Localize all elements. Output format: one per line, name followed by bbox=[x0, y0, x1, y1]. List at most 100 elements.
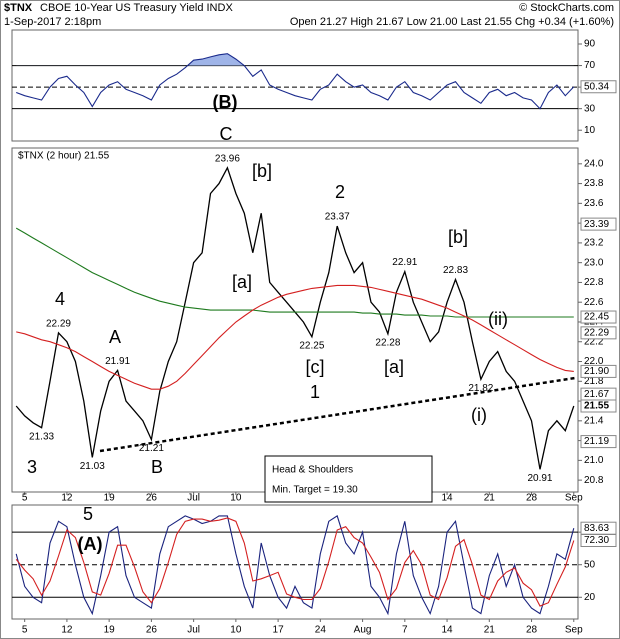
price-tag-label: 72.30 bbox=[584, 535, 609, 546]
price-tag bbox=[580, 310, 617, 324]
x-tick-label: 14 bbox=[441, 625, 453, 636]
note-text: Head & Shoulders bbox=[272, 465, 353, 476]
y-tick-label: 23.0 bbox=[584, 257, 604, 268]
y-tick-label: 20 bbox=[584, 592, 596, 603]
value-label: 22.28 bbox=[375, 337, 400, 348]
symbol: $TNX bbox=[4, 2, 33, 14]
x-tick-label: 26 bbox=[146, 625, 158, 636]
x-tick-label: 28 bbox=[526, 493, 538, 504]
y-tick-label: 21.8 bbox=[584, 376, 604, 387]
x-tick-label: 21 bbox=[484, 493, 496, 504]
x-tick-label: 26 bbox=[146, 493, 158, 504]
wave-label: 3 bbox=[27, 457, 37, 477]
wave-label: 2 bbox=[335, 182, 345, 202]
x-tick-label: 12 bbox=[61, 625, 73, 636]
value-label: 22.25 bbox=[299, 340, 324, 351]
wave-label: [b] bbox=[252, 161, 272, 181]
value-label: 23.96 bbox=[215, 153, 240, 164]
y-tick-label: 24.0 bbox=[584, 158, 604, 169]
series-line bbox=[16, 284, 574, 390]
credit: © StockCharts.com bbox=[519, 2, 614, 14]
price-tag-label: 50.34 bbox=[584, 81, 609, 92]
price-tag-label: 21.55 bbox=[584, 401, 609, 412]
y-tick-label: 21.4 bbox=[584, 415, 604, 426]
panel-frame bbox=[11, 29, 579, 142]
value-label: 22.91 bbox=[392, 257, 417, 268]
x-tick-label: 21 bbox=[484, 625, 496, 636]
wave-label: C bbox=[220, 124, 233, 144]
series-line bbox=[16, 53, 575, 110]
wave-label: B bbox=[151, 457, 163, 477]
x-tick-label: Aug bbox=[354, 625, 372, 636]
wave-label: (i) bbox=[471, 405, 487, 425]
y-tick-label: 22.8 bbox=[584, 277, 604, 288]
x-tick-label: 10 bbox=[230, 625, 242, 636]
value-label: 22.83 bbox=[443, 265, 468, 276]
wave-label: [c] bbox=[305, 357, 324, 377]
wave-label: 5 bbox=[83, 504, 93, 524]
x-tick-label: Jul bbox=[187, 493, 200, 504]
value-label: 21.33 bbox=[29, 431, 54, 442]
wave-label: 1 bbox=[310, 382, 320, 402]
x-tick-label: Jul bbox=[187, 625, 200, 636]
x-tick-label: 5 bbox=[22, 493, 28, 504]
value-label: 21.82 bbox=[468, 383, 493, 394]
price-tag bbox=[580, 80, 617, 94]
y-tick-label: 21.0 bbox=[584, 455, 604, 466]
y-tick-label: 22.2 bbox=[584, 336, 604, 347]
price-tag-label: 23.39 bbox=[584, 219, 609, 230]
y-tick-label: 20.8 bbox=[584, 475, 604, 486]
price-tag-label: 22.29 bbox=[584, 327, 609, 338]
x-tick-label: 10 bbox=[230, 493, 242, 504]
panel-frame bbox=[11, 504, 579, 620]
x-tick-label: 14 bbox=[441, 493, 453, 504]
price-tag-label: 21.67 bbox=[584, 389, 609, 400]
x-tick-label: 19 bbox=[104, 625, 116, 636]
series-line bbox=[15, 515, 575, 616]
x-tick-label: 19 bbox=[104, 493, 116, 504]
price-tag bbox=[580, 364, 617, 378]
price-tag-label: 22.45 bbox=[584, 312, 609, 323]
quote: Open 21.27 High 21.67 Low 21.00 Last 21.… bbox=[290, 16, 614, 28]
x-tick-label: 12 bbox=[61, 493, 73, 504]
value-label: 21.03 bbox=[80, 461, 105, 472]
price-tag-label: 21.19 bbox=[584, 436, 609, 447]
y-tick-label: 50 bbox=[584, 559, 596, 570]
value-label: 20.91 bbox=[527, 473, 552, 484]
y-tick-label: 30 bbox=[584, 103, 596, 114]
y-tick-label: 23.2 bbox=[584, 238, 604, 249]
price-tag-label: 21.90 bbox=[584, 366, 609, 377]
legend: $TNX (2 hour) 21.55 bbox=[18, 151, 110, 162]
price-tag bbox=[580, 435, 617, 449]
y-tick-label: 90 bbox=[584, 39, 596, 50]
y-tick-label: 23.6 bbox=[584, 198, 604, 209]
x-tick-label: 5 bbox=[22, 625, 28, 636]
wave-label: A bbox=[109, 327, 121, 347]
y-tick-label: 10 bbox=[584, 125, 596, 136]
x-tick-label: Sep bbox=[565, 625, 583, 636]
price-tag bbox=[580, 217, 617, 231]
wave-label: (B) bbox=[213, 92, 238, 112]
value-label: 21.21 bbox=[139, 443, 164, 454]
price-tag-label: 83.63 bbox=[584, 523, 609, 534]
series-line bbox=[15, 227, 574, 318]
price-tag bbox=[580, 399, 617, 413]
note-text: Min. Target = 19.30 bbox=[272, 485, 358, 496]
wave-label: (A) bbox=[78, 534, 103, 554]
wave-label: [a] bbox=[232, 272, 252, 292]
wave-label: [b] bbox=[448, 227, 468, 247]
value-label: 21.91 bbox=[105, 356, 130, 367]
note-box bbox=[264, 455, 433, 503]
y-tick-label: 22.0 bbox=[584, 356, 604, 367]
price-tag bbox=[580, 534, 617, 548]
date: 1-Sep-2017 2:18pm bbox=[4, 16, 101, 28]
value-label: 23.37 bbox=[325, 212, 350, 223]
wave-label: 4 bbox=[55, 289, 65, 309]
value-label: 22.29 bbox=[46, 318, 71, 329]
y-tick-label: 70 bbox=[584, 60, 596, 71]
wave-label: [a] bbox=[384, 357, 404, 377]
x-tick-label: 24 bbox=[315, 625, 327, 636]
x-tick-label: 28 bbox=[526, 625, 538, 636]
